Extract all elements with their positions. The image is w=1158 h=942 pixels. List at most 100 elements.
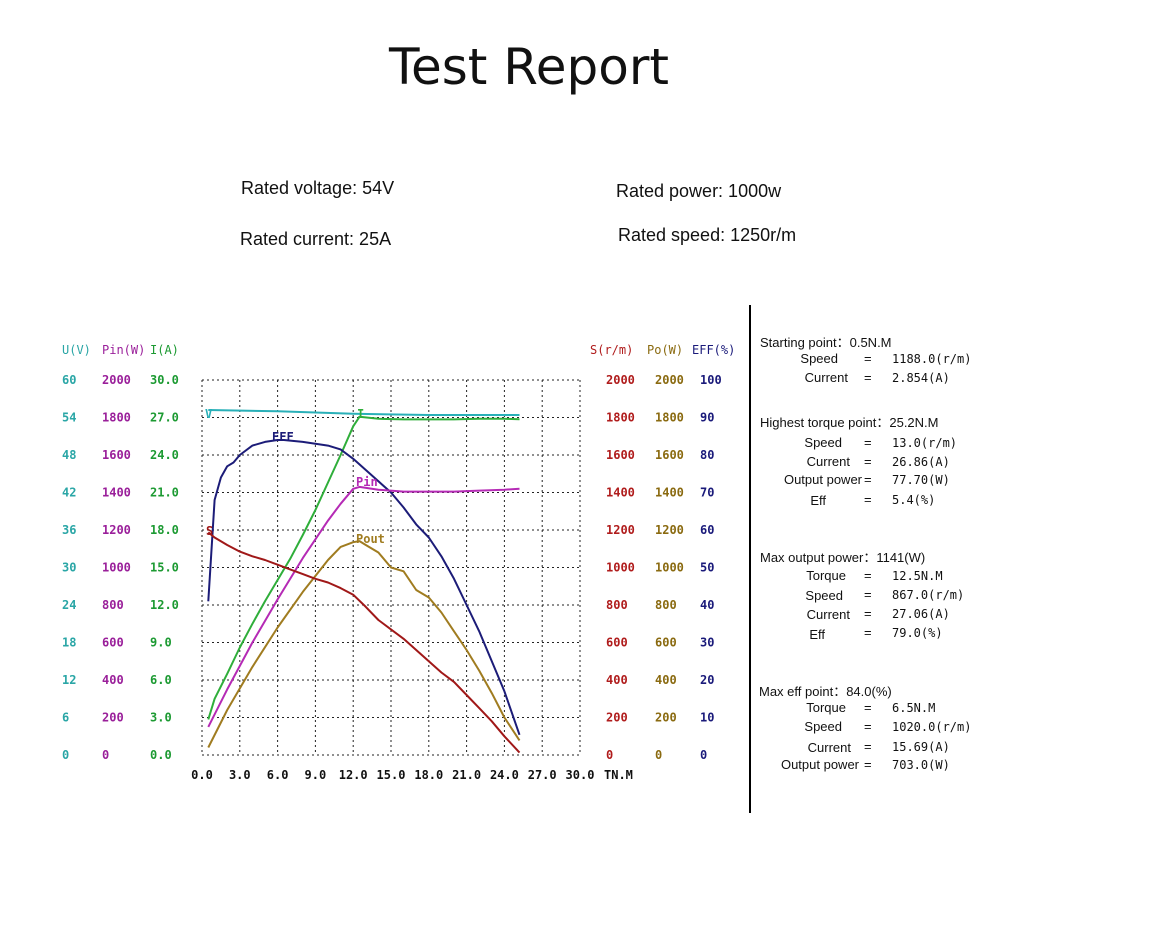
y-tick-label: 70 — [700, 486, 714, 500]
row-label: Speed — [804, 719, 842, 734]
y-tick-label: 6 — [62, 711, 69, 725]
y-tick-label: 6.0 — [150, 673, 172, 687]
axis-header: S(r/m) — [590, 343, 633, 357]
rated-power: Rated power: 1000w — [616, 181, 782, 201]
y-tick-label: 600 — [606, 636, 628, 650]
y-tick-label: 1200 — [606, 523, 635, 537]
y-tick-label: 48 — [62, 448, 76, 462]
row-value: 6.5N.M — [892, 701, 936, 715]
x-tick-label: 0.0 — [191, 768, 213, 782]
rated-speed: Rated speed: 1250r/m — [618, 225, 797, 245]
x-tick-label: 9.0 — [305, 768, 327, 782]
max-eff-block: Max eff point：84.0(%) Torque = 6.5N.M Sp… — [759, 681, 1019, 781]
x-tick-label: 15.0 — [377, 768, 406, 782]
series-label: I — [357, 407, 364, 421]
y-tick-label: 3.0 — [150, 711, 172, 725]
x-tick-label: 24.0 — [490, 768, 519, 782]
series-line-s — [207, 531, 521, 754]
y-tick-label: 24.0 — [150, 448, 179, 462]
axis-header: Po(W) — [647, 343, 683, 357]
axis-header: U(V) — [62, 343, 91, 357]
y-tick-label: 0 — [102, 748, 109, 762]
row-label: Torque — [806, 568, 846, 583]
series-line-pin — [207, 485, 520, 728]
y-tick-label: 200 — [102, 711, 124, 725]
row-value: 26.86(A) — [892, 455, 950, 469]
y-tick-label: 200 — [606, 711, 628, 725]
y-tick-label: 80 — [700, 448, 714, 462]
y-tick-label: 0 — [62, 748, 69, 762]
row-value: 13.0(r/m) — [892, 436, 958, 450]
y-tick-label: 800 — [655, 598, 677, 612]
y-tick-label: 27.0 — [150, 411, 179, 425]
y-tick-label: 15.0 — [150, 561, 179, 575]
y-tick-label: 0 — [655, 748, 662, 762]
y-tick-label: 1600 — [606, 448, 635, 462]
row-equals: = — [864, 492, 872, 507]
row-value: 12.5N.M — [892, 569, 943, 583]
y-tick-label: 200 — [655, 711, 677, 725]
highest-torque-header: Highest torque point：25.2N.M — [760, 415, 939, 430]
y-tick-label: 2000 — [606, 373, 635, 387]
x-tick-label: 18.0 — [414, 768, 443, 782]
y-tick-label: 0 — [606, 748, 613, 762]
row-equals: = — [864, 351, 872, 366]
row-equals: = — [864, 606, 872, 621]
x-tick-label: 30.0 — [566, 768, 595, 782]
y-tick-label: 18 — [62, 636, 76, 650]
y-tick-label: 400 — [102, 673, 124, 687]
y-tick-label: 20 — [700, 673, 714, 687]
x-axis-label: TN.M — [604, 768, 633, 782]
y-tick-label: 42 — [62, 486, 76, 500]
y-tick-label: 1000 — [606, 561, 635, 575]
row-value: 77.70(W) — [892, 473, 950, 487]
row-value: 867.0(r/m) — [892, 588, 965, 602]
series-line-eff — [207, 439, 521, 736]
x-tick-label: 21.0 — [452, 768, 481, 782]
y-tick-label: 600 — [655, 636, 677, 650]
starting-point-block: Starting point：0.5N.M Speed = 1188.0(r/m… — [760, 332, 1020, 392]
y-tick-label: 0.0 — [150, 748, 172, 762]
performance-chart: U(V)60544842363024181260Pin(W)2000180016… — [62, 343, 735, 782]
y-tick-label: 100 — [700, 373, 722, 387]
y-tick-label: 1400 — [606, 486, 635, 500]
x-tick-label: 6.0 — [267, 768, 289, 782]
row-equals: = — [864, 472, 872, 487]
starting-point-header: Starting point：0.5N.M — [760, 335, 892, 350]
y-tick-label: 50 — [700, 561, 714, 575]
row-value: 27.06(A) — [892, 607, 950, 621]
y-tick-label: 1200 — [655, 523, 684, 537]
y-tick-label: 30 — [62, 561, 76, 575]
y-tick-label: 30.0 — [150, 373, 179, 387]
row-equals: = — [864, 370, 872, 385]
y-tick-label: 30 — [700, 636, 714, 650]
row-equals: = — [864, 454, 872, 469]
y-tick-label: 60 — [700, 523, 714, 537]
series-label: Pout — [356, 532, 385, 546]
row-equals: = — [864, 435, 872, 450]
rated-voltage: Rated voltage: 54V — [241, 178, 395, 198]
y-tick-label: 54 — [62, 411, 76, 425]
row-label: Output power — [780, 757, 859, 772]
x-tick-label: 12.0 — [339, 768, 368, 782]
series-label: S — [206, 524, 213, 538]
row-label: Output power — [783, 472, 862, 487]
row-equals: = — [864, 700, 872, 715]
max-eff-header: Max eff point：84.0(%) — [759, 684, 892, 699]
y-tick-label: 90 — [700, 411, 714, 425]
row-equals: = — [864, 568, 872, 583]
series-label: Pin — [356, 475, 378, 489]
row-label: Current — [806, 454, 850, 469]
row-label: Eff — [809, 627, 825, 642]
y-tick-label: 2000 — [102, 373, 131, 387]
y-tick-label: 40 — [700, 598, 714, 612]
row-label: Current — [806, 607, 850, 622]
y-tick-label: 1000 — [655, 561, 684, 575]
row-label: Torque — [806, 700, 846, 715]
y-tick-label: 24 — [62, 598, 76, 612]
max-output-power-header: Max output power：1141(W) — [760, 550, 926, 565]
row-label: Current — [804, 370, 848, 385]
row-equals: = — [864, 625, 872, 640]
series-line-pout — [207, 540, 521, 748]
x-tick-label: 3.0 — [229, 768, 251, 782]
